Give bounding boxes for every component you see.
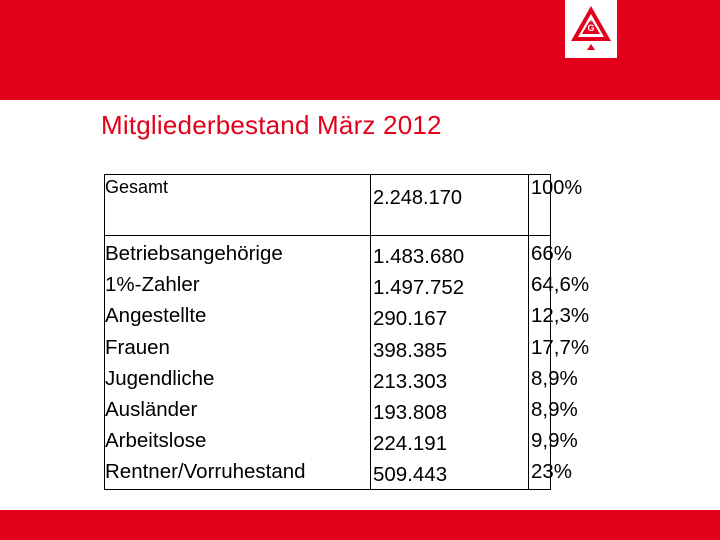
total-share: 100% [531, 177, 583, 199]
column-divider [528, 175, 529, 489]
row-label: Betriebsangehörige [105, 242, 283, 265]
row-value: 193.808 [373, 400, 448, 424]
page-title: Mitgliederbestand März 2012 [101, 110, 442, 140]
svg-text:G: G [587, 23, 594, 33]
row-divider [105, 235, 550, 236]
label-column: Betriebsangehörige 1%-Zahler Angestellte… [105, 238, 306, 488]
row-value: 224.191 [373, 432, 448, 456]
footer-band [0, 510, 720, 540]
row-share: 64,6% [531, 273, 590, 297]
row-share: 66% [531, 242, 573, 265]
row-value: 290.167 [373, 307, 448, 331]
row-label: Angestellte [105, 304, 207, 328]
row-label: Jugendliche [105, 366, 215, 390]
row-share: 8,9% [531, 397, 578, 421]
total-label: Gesamt [105, 177, 169, 197]
value-column: 1.483.680 1.497.752 290.167 398.385 213.… [373, 241, 464, 491]
column-divider [370, 175, 371, 489]
row-share: 17,7% [531, 335, 590, 359]
row-value: 1.483.680 [373, 245, 465, 268]
row-label: Rentner/Vorruhestand [105, 460, 306, 484]
total-value: 2.248.170 [373, 187, 462, 209]
row-share: 12,3% [531, 304, 590, 328]
row-share: 8,9% [531, 366, 578, 390]
ig-metall-logo-icon: G I [565, 0, 617, 58]
svg-text:I: I [590, 18, 592, 24]
row-label: Frauen [105, 335, 170, 359]
row-label: Arbeitslose [105, 429, 207, 453]
row-value: 1.497.752 [373, 276, 465, 300]
row-share: 23% [531, 460, 573, 484]
row-value: 509.443 [373, 463, 448, 487]
share-column: 66% 64,6% 12,3% 17,7% 8,9% 8,9% 9,9% 23% [531, 238, 589, 488]
row-label: 1%-Zahler [105, 273, 200, 297]
row-share: 9,9% [531, 429, 578, 453]
row-label: Ausländer [105, 397, 198, 421]
membership-table: Gesamt 2.248.170 100% Betriebsangehörige… [104, 174, 589, 491]
row-value: 398.385 [373, 338, 448, 362]
row-value: 213.303 [373, 369, 448, 393]
